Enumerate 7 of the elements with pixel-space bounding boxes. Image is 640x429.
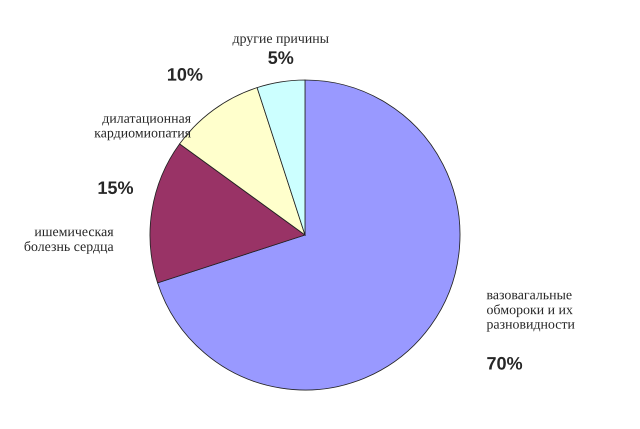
slice-label: ишемическая болезнь сердца [24, 230, 114, 254]
data-label: 70% [487, 356, 522, 370]
data-label: 5% [268, 51, 294, 64]
slice-label: вазовагальные обмороки и их разновидности [486, 292, 575, 332]
data-label: 15% [98, 181, 134, 194]
slice-label: другие причины [232, 36, 329, 46]
data-label: 10% [168, 68, 202, 81]
